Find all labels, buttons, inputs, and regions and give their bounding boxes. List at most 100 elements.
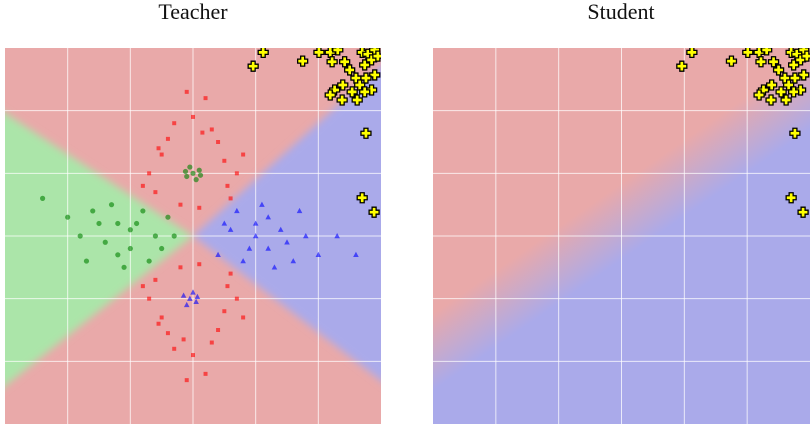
point [194, 293, 201, 299]
point [228, 196, 233, 201]
point [780, 94, 792, 106]
point [191, 114, 195, 119]
point [755, 56, 767, 68]
point [190, 170, 196, 176]
plot-area [433, 48, 810, 424]
point [181, 337, 186, 342]
point [165, 136, 170, 141]
point [686, 48, 698, 59]
point [178, 265, 183, 270]
point [203, 371, 208, 376]
point [760, 48, 773, 56]
point [801, 50, 810, 62]
point [337, 79, 349, 91]
point [368, 206, 380, 218]
point [115, 220, 121, 227]
point [785, 192, 797, 204]
point [184, 378, 189, 383]
point [360, 72, 372, 84]
point [725, 55, 738, 67]
point [676, 60, 688, 72]
point [757, 84, 770, 96]
point [359, 59, 371, 71]
point [798, 69, 810, 81]
point [215, 251, 221, 257]
point [184, 89, 189, 94]
point [284, 239, 290, 245]
point [277, 226, 284, 232]
point [252, 220, 259, 226]
region-green [5, 113, 193, 387]
point [346, 86, 358, 98]
point [234, 171, 239, 176]
point [225, 183, 230, 188]
point [221, 220, 228, 226]
point [228, 271, 233, 276]
point [83, 258, 90, 264]
point [240, 258, 246, 264]
point [775, 86, 787, 98]
point [788, 59, 800, 71]
point [313, 48, 325, 59]
point [183, 301, 190, 308]
panel-title: Student [587, 0, 654, 24]
point [159, 152, 164, 157]
point [767, 56, 780, 68]
point [180, 292, 187, 298]
point [172, 346, 177, 351]
point [222, 309, 227, 314]
point [146, 258, 152, 264]
point [191, 353, 195, 358]
point [353, 251, 359, 257]
point [344, 64, 356, 76]
point [216, 328, 221, 332]
point [197, 205, 202, 210]
point [271, 264, 278, 270]
point [247, 60, 259, 72]
point [108, 202, 115, 208]
student-panel: Student [433, 0, 810, 424]
point [90, 208, 96, 214]
point [339, 56, 351, 68]
point [227, 226, 234, 232]
point [265, 214, 271, 220]
point [171, 233, 177, 239]
point [115, 252, 121, 258]
point [209, 127, 214, 132]
point [134, 220, 140, 227]
point [336, 94, 348, 106]
point [121, 264, 127, 270]
point [303, 233, 309, 239]
point [324, 89, 336, 101]
point [332, 48, 344, 56]
point [328, 84, 341, 96]
point [789, 72, 801, 84]
point [147, 296, 152, 301]
point [765, 94, 777, 106]
point [359, 86, 371, 98]
point [772, 64, 785, 76]
point [159, 315, 164, 320]
point [369, 69, 381, 81]
point [259, 201, 265, 207]
point [156, 321, 161, 326]
point [225, 284, 230, 289]
point [246, 245, 253, 251]
point [165, 214, 171, 220]
point [147, 171, 152, 176]
point [234, 296, 239, 301]
point [797, 206, 809, 218]
point [297, 55, 309, 67]
point [152, 233, 158, 239]
panel-title: Teacher [158, 0, 228, 24]
point [156, 146, 161, 151]
point [315, 251, 322, 257]
point [265, 245, 271, 251]
point [140, 284, 145, 289]
point [153, 277, 158, 282]
point [766, 79, 778, 91]
point [334, 233, 340, 239]
point [172, 121, 177, 126]
point [153, 190, 158, 195]
